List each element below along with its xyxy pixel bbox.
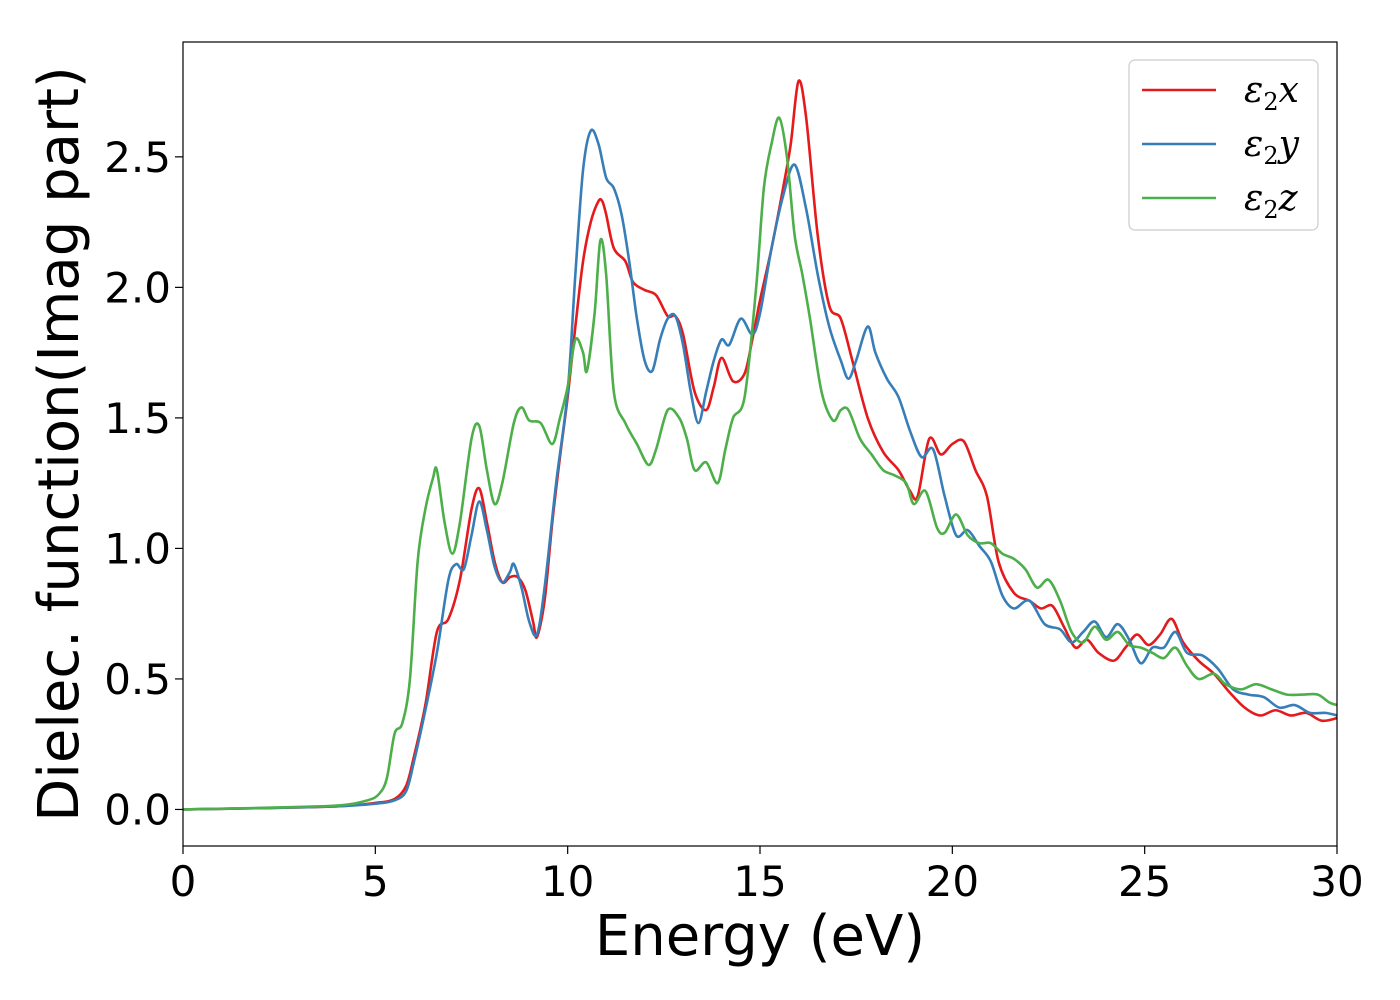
- x-axis-label: Energy (eV): [595, 904, 925, 969]
- series-group: [183, 79, 1337, 811]
- legend-label-e2z: ε2z: [1244, 178, 1299, 224]
- legend-label-e2x: ε2x: [1244, 70, 1299, 116]
- legend-frame: [1128, 59, 1319, 231]
- y-tick-label: 1.5: [104, 394, 171, 443]
- x-tick-label: 20: [926, 857, 979, 906]
- y-axis-label: Dielec. function(Imag part): [27, 66, 92, 822]
- y-tick-label: 0.5: [104, 655, 171, 704]
- legend-item-e2z: ε2z: [1142, 178, 1299, 224]
- x-tick-label: 0: [170, 857, 197, 906]
- x-axis-ticks: 0 5 10 15 20 25 30: [170, 846, 1364, 906]
- legend: ε2x ε2y ε2z: [1128, 59, 1319, 231]
- y-axis-ticks: 0.0 0.5 1.0 1.5 2.0 2.5: [104, 133, 183, 834]
- legend-label-e2y: ε2y: [1244, 124, 1300, 170]
- legend-item-e2y: ε2y: [1142, 124, 1300, 170]
- y-tick-label: 2.5: [104, 133, 171, 182]
- x-tick-label: 5: [362, 857, 389, 906]
- y-tick-label: 0.0: [104, 785, 171, 834]
- y-tick-label: 1.0: [104, 524, 171, 573]
- x-tick-label: 25: [1118, 857, 1171, 906]
- series-line-e2z: [183, 116, 1337, 811]
- y-tick-label: 2.0: [104, 263, 171, 312]
- x-tick-label: 10: [541, 857, 594, 906]
- x-tick-label: 15: [733, 857, 786, 906]
- legend-item-e2x: ε2x: [1142, 70, 1299, 116]
- x-tick-label: 30: [1310, 857, 1363, 906]
